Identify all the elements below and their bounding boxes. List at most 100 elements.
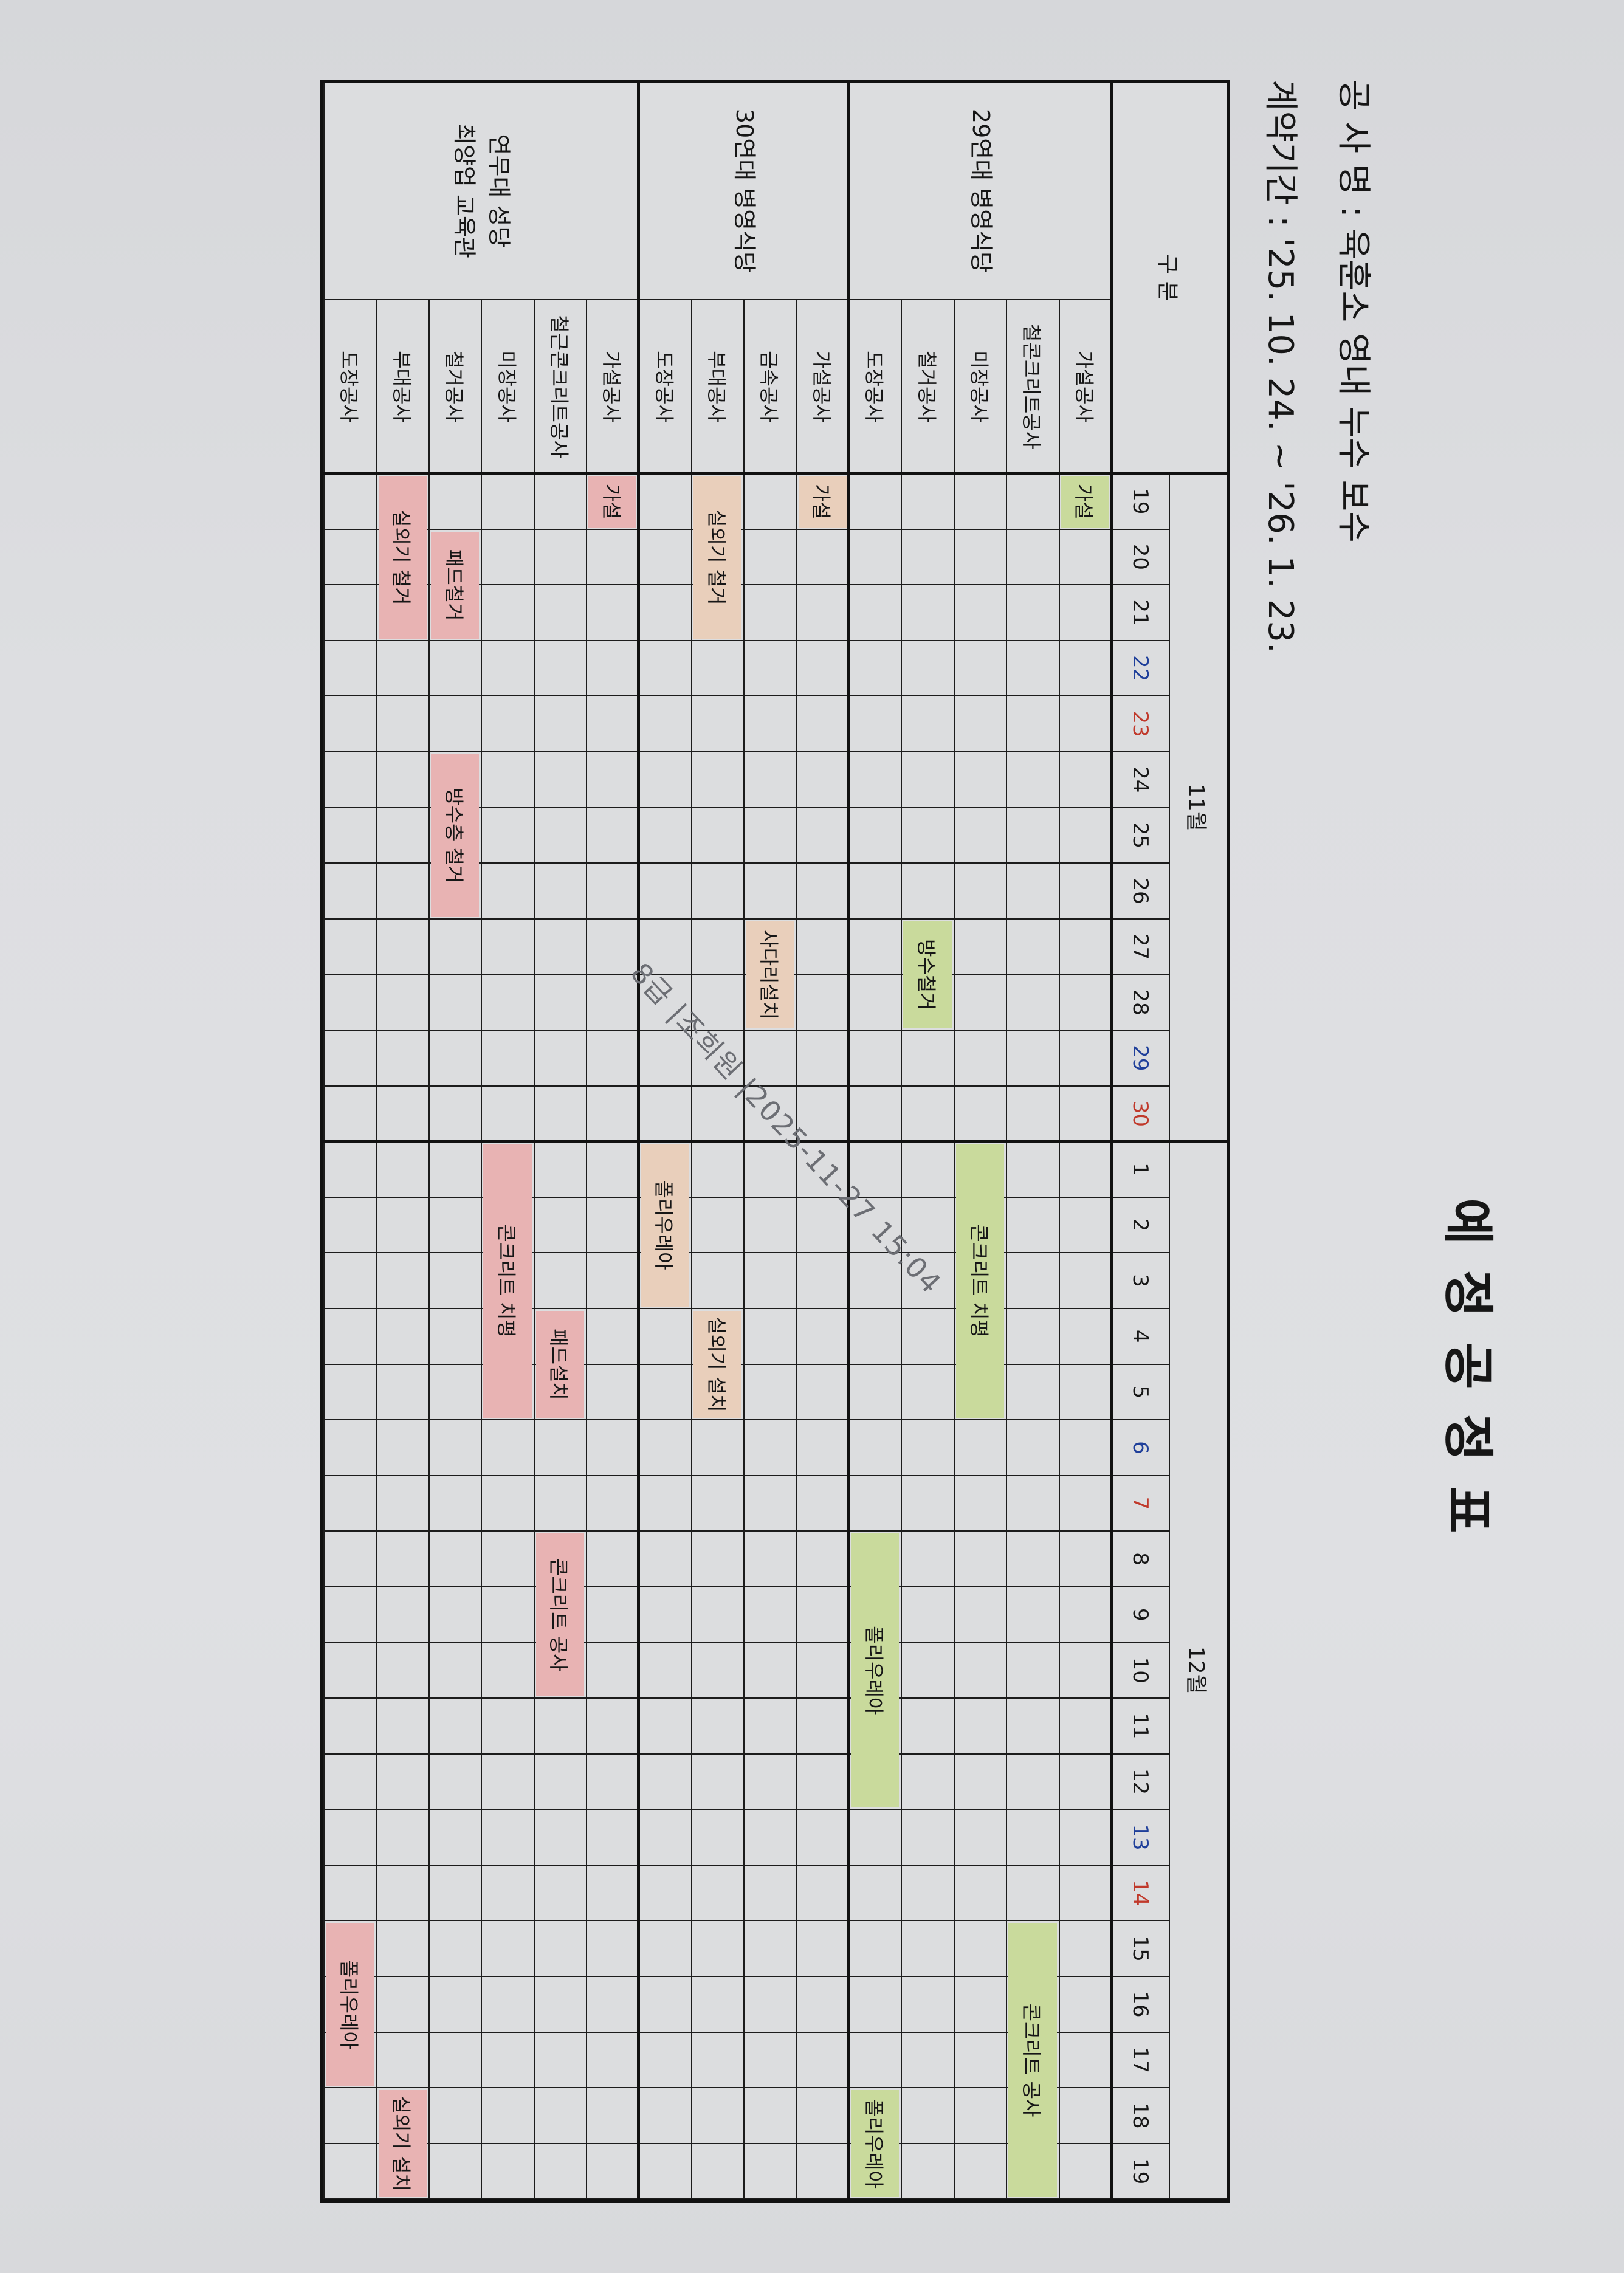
work-item-label: 미장공사 [953,300,1006,474]
schedule-cell [586,696,639,752]
schedule-cell [690,696,744,752]
schedule-cell [953,1587,1006,1643]
schedule-cell [901,808,954,864]
schedule-cell [953,529,1006,586]
schedule-cell [376,975,428,1031]
schedule-cell [586,2032,639,2089]
schedule-cell [690,919,744,975]
schedule-cell [953,1810,1006,1866]
schedule-cell [848,1364,901,1421]
schedule-cell [1006,585,1059,641]
schedule-cell [323,1699,376,1755]
schedule-cell [743,1420,796,1476]
schedule-cell [1006,1810,1059,1866]
schedule-cell [428,1643,481,1699]
schedule-cell [638,2032,691,2089]
schedule-cell [638,1810,691,1866]
schedule-cell [1058,808,1111,864]
schedule-cell [323,1253,376,1309]
schedule-cell [743,1476,796,1532]
schedule-cell [376,1921,428,1978]
day-header: 7 [1111,1476,1169,1532]
schedule-cell [586,1921,639,1978]
task-bar: 폴리우레아 [851,1533,900,1808]
schedule-cell [376,1643,428,1699]
task-bar: 패드설치 [535,1310,585,1418]
schedule-cell [533,1699,587,1755]
schedule-cell [953,975,1006,1031]
schedule-cell [428,1420,481,1476]
schedule-cell [901,696,954,752]
schedule-cell [586,529,639,586]
schedule-cell [1058,696,1111,752]
schedule-cell [638,1865,691,1922]
schedule-cell [901,1086,954,1143]
schedule-cell [481,1865,534,1922]
schedule-cell [638,1754,691,1810]
schedule-cell [533,808,587,864]
schedule-cell [586,1197,639,1254]
schedule-cell [586,2144,639,2200]
schedule-cell [743,808,796,864]
schedule-cell [743,1754,796,1810]
schedule-cell [848,474,901,530]
work-item-label: 부대공사 [690,300,744,474]
schedule-cell [533,1253,587,1309]
schedule-cell [533,1977,587,2033]
schedule-cell [1006,1086,1059,1143]
schedule-cell [953,752,1006,808]
task-bar: 사다리설치 [746,921,794,1028]
schedule-cell [586,919,639,975]
schedule-cell [586,1587,639,1643]
schedule-cell [638,1587,691,1643]
schedule-cell [690,1587,744,1643]
schedule-cell [901,2032,954,2089]
schedule-cell [1006,919,1059,975]
schedule-cell [901,641,954,697]
schedule-cell [953,696,1006,752]
schedule-cell [743,1532,796,1587]
schedule-cell [796,1865,849,1922]
task-bar: 패드철거 [430,531,480,639]
schedule-cell [848,919,901,975]
schedule-cell [953,2032,1006,2089]
schedule-cell [428,2032,481,2089]
work-item-label: 도장공사 [848,300,901,474]
schedule-cell [690,1142,744,1198]
header-divider-line [1110,83,1113,2200]
schedule-cell [1058,1253,1111,1309]
schedule-cell [376,864,428,920]
schedule-cell [323,1643,376,1699]
schedule-cell [743,585,796,641]
schedule-cell [901,1420,954,1476]
schedule-cell [848,1865,901,1922]
group-name: 29연대 병영식당 [848,83,1111,300]
schedule-cell [428,1364,481,1421]
schedule-cell [638,585,691,641]
schedule-cell [428,975,481,1031]
schedule-cell [428,1308,481,1365]
schedule-cell [586,1253,639,1309]
schedule-cell [848,696,901,752]
schedule-cell [481,2088,534,2144]
schedule-cell [481,1643,534,1699]
schedule-cell [428,1699,481,1755]
schedule-cell [1058,919,1111,975]
schedule-cell [586,1030,639,1087]
day-header: 17 [1111,2032,1169,2089]
schedule-cell [481,474,534,530]
day-header: 24 [1111,752,1169,808]
schedule-cell [323,1364,376,1421]
schedule-cell [901,1810,954,1866]
schedule-cell [323,641,376,697]
work-item-label: 금속공사 [743,300,796,474]
schedule-cell [743,1643,796,1699]
day-header: 10 [1111,1643,1169,1699]
schedule-cell [533,585,587,641]
schedule-cell [376,1030,428,1087]
schedule-cell [533,1420,587,1476]
task-bar: 실외기 철거 [378,476,427,639]
schedule-cell [848,1086,901,1143]
schedule-cell [901,529,954,586]
schedule-cell [743,752,796,808]
